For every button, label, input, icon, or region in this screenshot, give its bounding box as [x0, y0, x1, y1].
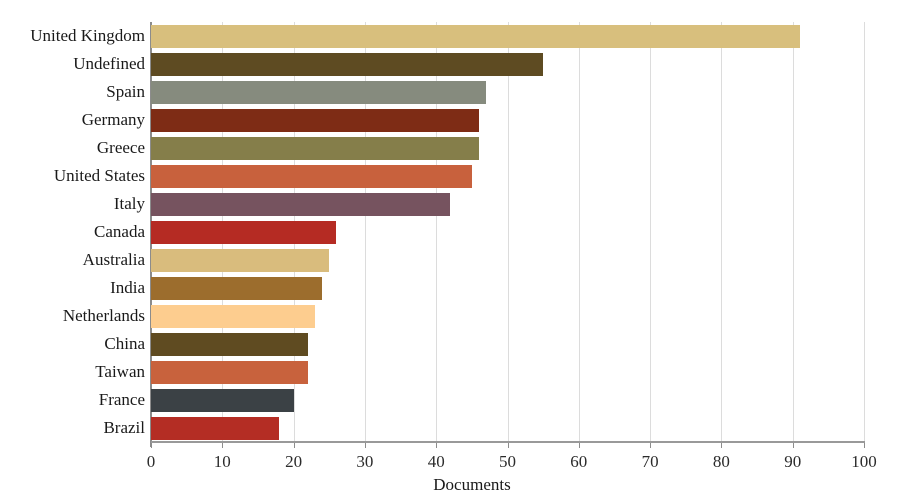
- chart-row-brazil: Brazil: [0, 414, 864, 442]
- bar-area: [151, 106, 864, 134]
- bar-brazil[interactable]: [151, 416, 280, 440]
- bar-area: [151, 162, 864, 190]
- gridline-30: [364, 22, 366, 442]
- bar-canada[interactable]: [151, 220, 337, 244]
- chart-row-australia: Australia: [0, 246, 864, 274]
- gridline-90: [792, 22, 794, 442]
- x-tick-mark-80: [721, 443, 723, 448]
- chart-row-undefined: Undefined: [0, 50, 864, 78]
- bar-area: [151, 414, 864, 442]
- x-tick-mark-30: [364, 443, 366, 448]
- bar-china[interactable]: [151, 332, 308, 356]
- bar-area: [151, 386, 864, 414]
- x-tick-label-10: 10: [213, 452, 231, 471]
- x-tick-label-0: 0: [146, 452, 156, 471]
- x-axis-line: [151, 441, 865, 443]
- x-tick-label-80: 80: [712, 452, 730, 471]
- chart-row-spain: Spain: [0, 78, 864, 106]
- bar-italy[interactable]: [151, 192, 451, 216]
- chart-row-united-states: United States: [0, 162, 864, 190]
- bar-area: [151, 78, 864, 106]
- x-tick-label-70: 70: [641, 452, 659, 471]
- category-label-germany: Germany: [81, 110, 145, 129]
- x-tick-mark-100: [864, 443, 865, 448]
- chart-row-italy: Italy: [0, 190, 864, 218]
- bar-india[interactable]: [151, 276, 323, 300]
- category-label-brazil: Brazil: [103, 418, 145, 437]
- bar-area: [151, 358, 864, 386]
- category-label-greece: Greece: [96, 138, 145, 157]
- category-label-india: India: [110, 278, 145, 297]
- bar-area: [151, 22, 864, 50]
- bar-greece[interactable]: [151, 136, 479, 160]
- chart-row-taiwan: Taiwan: [0, 358, 864, 386]
- bar-germany[interactable]: [151, 108, 479, 132]
- x-tick-mark-0: [151, 443, 152, 448]
- x-tick-label-60: 60: [570, 452, 588, 471]
- gridline-50: [507, 22, 509, 442]
- category-label-italy: Italy: [113, 194, 145, 213]
- chart-row-china: China: [0, 330, 864, 358]
- x-tick-mark-50: [507, 443, 509, 448]
- chart-row-germany: Germany: [0, 106, 864, 134]
- x-tick-label-30: 30: [356, 452, 374, 471]
- bar-netherlands[interactable]: [151, 304, 315, 328]
- category-label-undefined: Undefined: [73, 54, 145, 73]
- category-label-united-kingdom: United Kingdom: [30, 26, 145, 45]
- x-tick-mark-40: [436, 443, 438, 448]
- x-tick-label-50: 50: [499, 452, 516, 471]
- bar-area: [151, 274, 864, 302]
- bar-undefined[interactable]: [151, 52, 544, 76]
- category-label-netherlands: Netherlands: [62, 306, 145, 325]
- category-label-australia: Australia: [82, 250, 145, 269]
- bar-area: [151, 134, 864, 162]
- gridline-60: [578, 22, 580, 442]
- bar-area: [151, 330, 864, 358]
- bar-taiwan[interactable]: [151, 360, 308, 384]
- x-tick-mark-90: [792, 443, 794, 448]
- chart-row-france: France: [0, 386, 864, 414]
- chart-row-canada: Canada: [0, 218, 864, 246]
- bar-united-kingdom[interactable]: [151, 24, 800, 48]
- chart-row-greece: Greece: [0, 134, 864, 162]
- category-label-spain: Spain: [106, 82, 145, 101]
- category-label-taiwan: Taiwan: [95, 362, 145, 381]
- bar-france[interactable]: [151, 388, 294, 412]
- category-label-canada: Canada: [94, 222, 145, 241]
- bar-spain[interactable]: [151, 80, 487, 104]
- bar-australia[interactable]: [151, 248, 330, 272]
- bar-area: [151, 190, 864, 218]
- x-axis-title: Documents: [433, 475, 511, 494]
- category-label-china: China: [104, 334, 145, 353]
- y-axis-line: [149, 22, 152, 447]
- x-tick-label-20: 20: [285, 452, 303, 471]
- gridline-40: [436, 22, 438, 442]
- x-tick-mark-20: [293, 443, 295, 448]
- chart-row-india: India: [0, 274, 864, 302]
- gridline-100: [864, 22, 865, 442]
- bar-united-states[interactable]: [151, 164, 472, 188]
- category-label-united-states: United States: [53, 166, 145, 185]
- x-tick-mark-60: [578, 443, 580, 448]
- x-tick-mark-10: [222, 443, 224, 448]
- chart-row-netherlands: Netherlands: [0, 302, 864, 330]
- x-tick-label-90: 90: [784, 452, 802, 471]
- x-tick-label-100: 100: [851, 452, 877, 471]
- bar-rows: United Kingdom Undefined Spain Germany Greec…: [0, 22, 864, 442]
- gridline-80: [721, 22, 723, 442]
- gridline-70: [650, 22, 652, 442]
- category-label-france: France: [98, 390, 145, 409]
- bar-area: [151, 50, 864, 78]
- bar-area: [151, 302, 864, 330]
- bar-area: [151, 218, 864, 246]
- x-tick-label-40: 40: [427, 452, 445, 471]
- chart-row-united-kingdom: United Kingdom: [0, 22, 864, 50]
- bar-area: [151, 246, 864, 274]
- x-tick-mark-70: [650, 443, 652, 448]
